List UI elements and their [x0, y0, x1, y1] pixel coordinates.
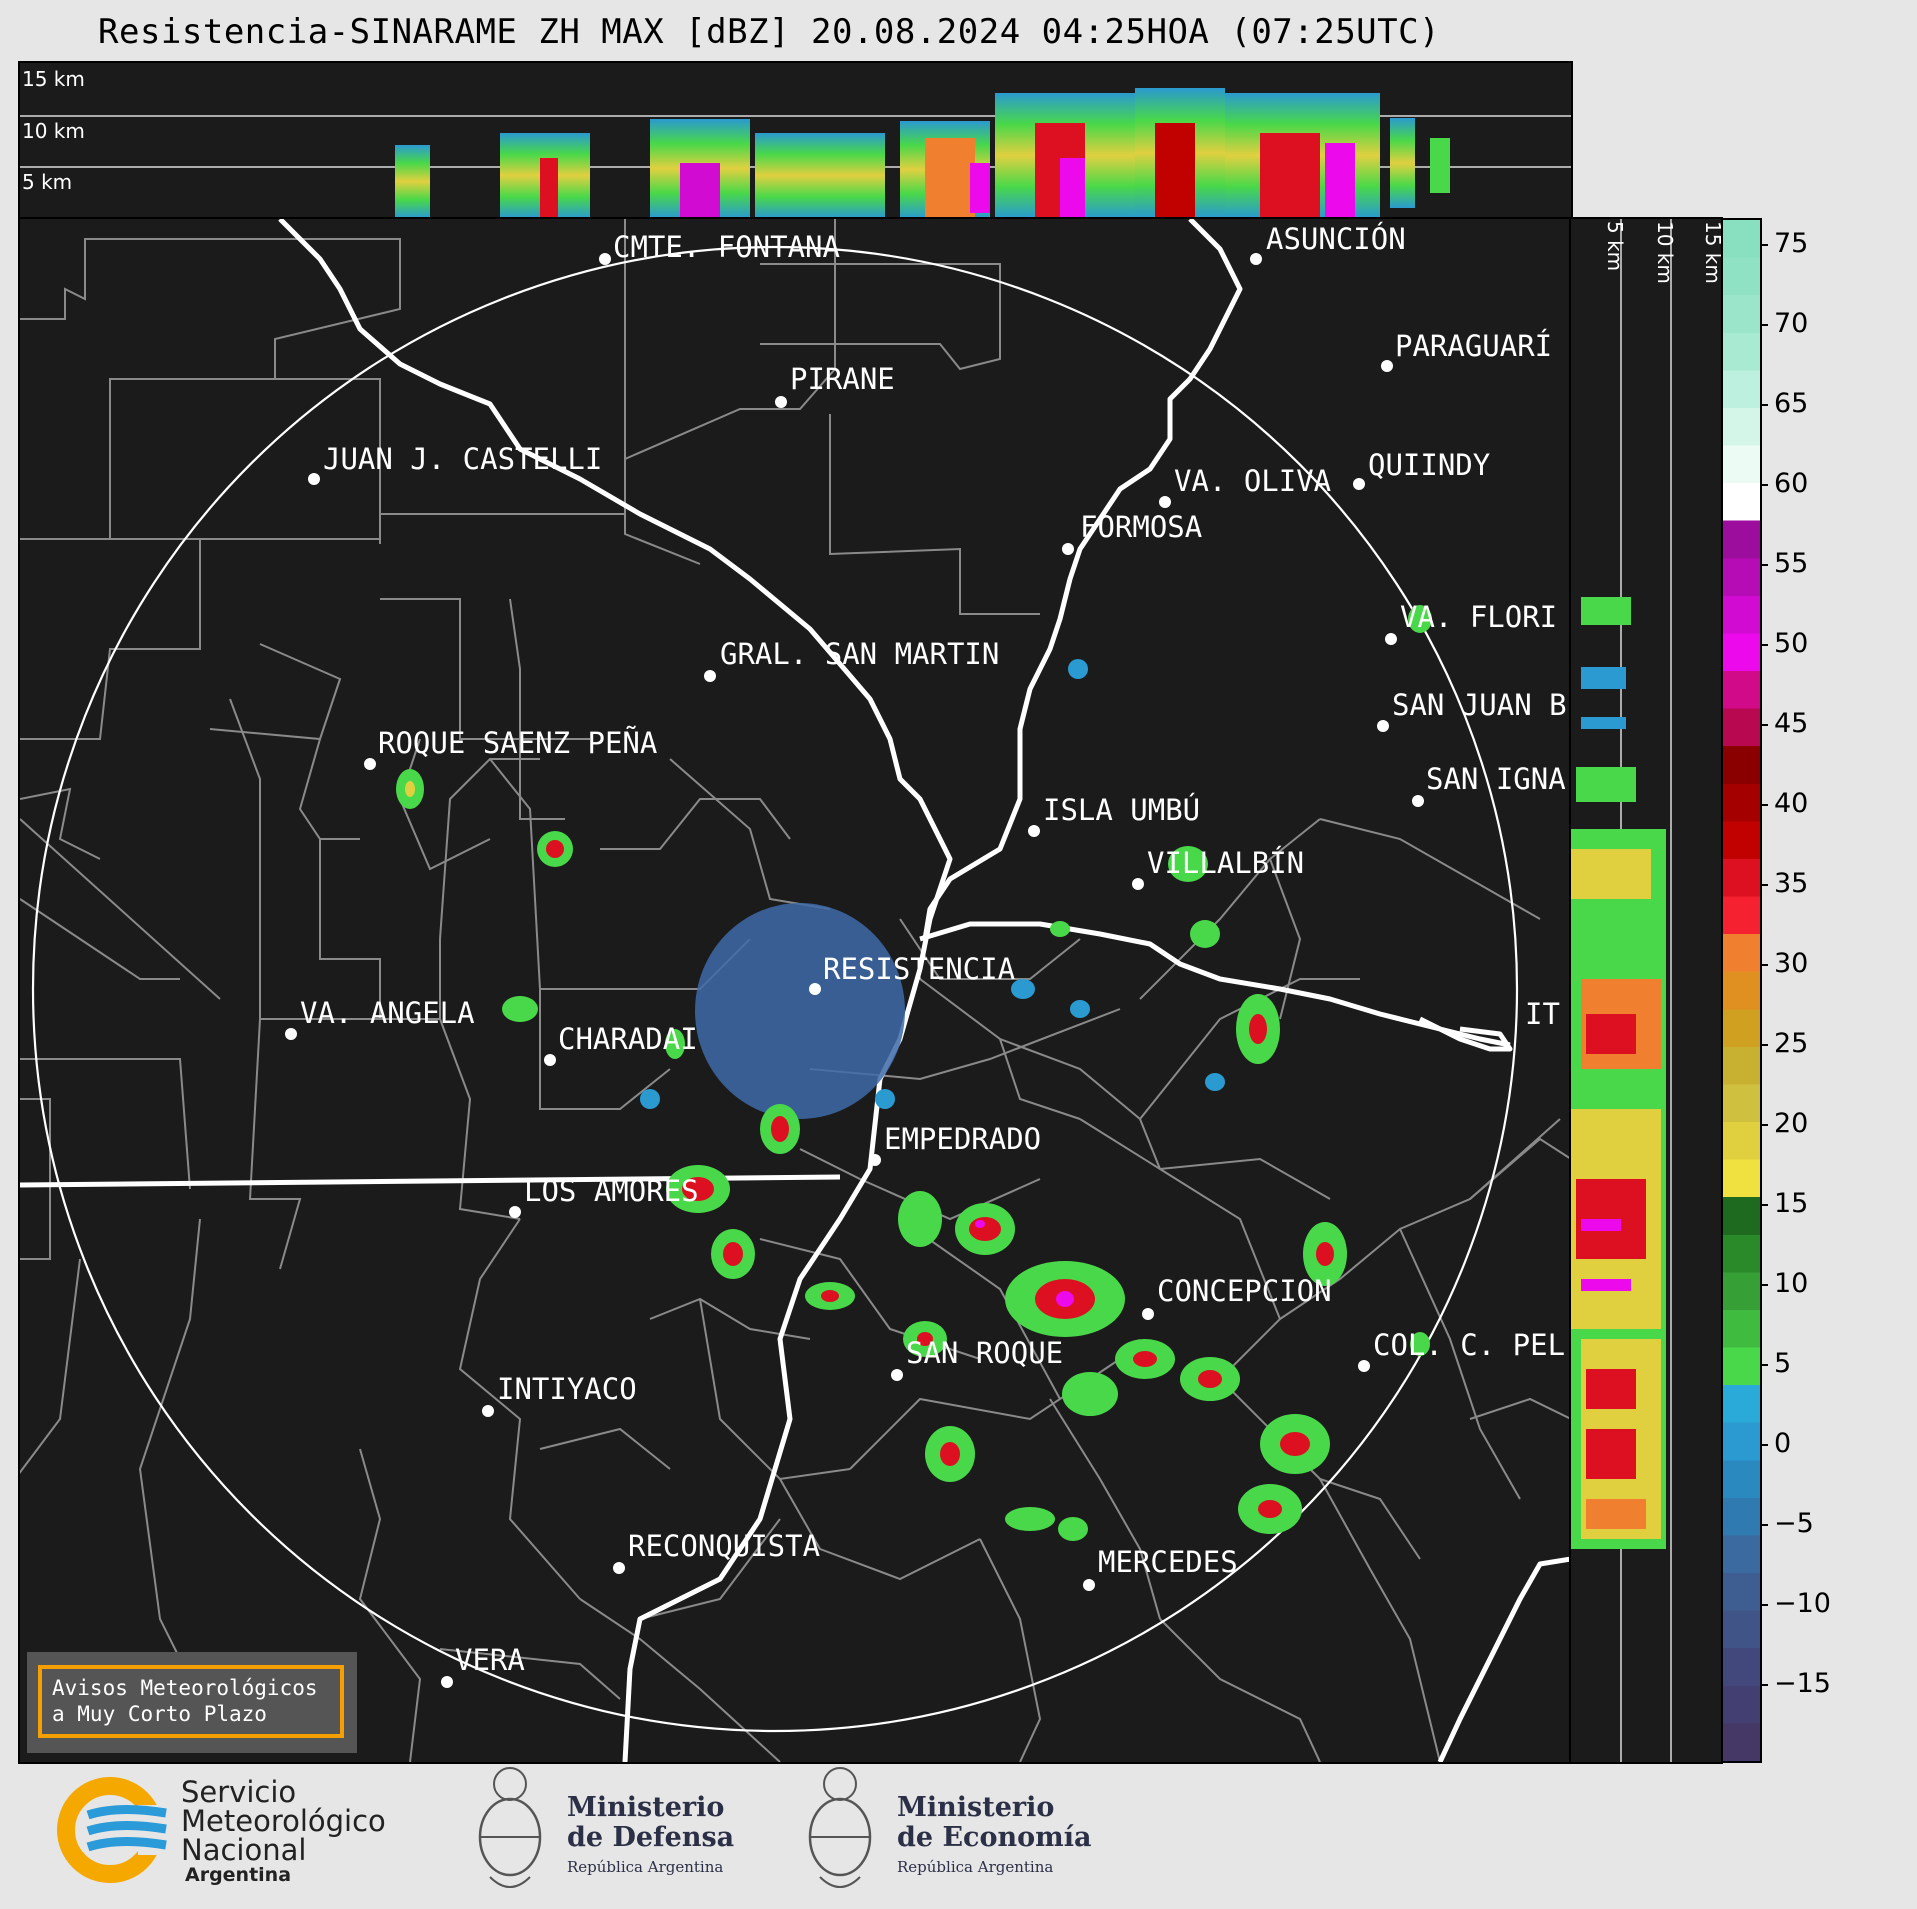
echo-tops — [395, 88, 1450, 218]
colorbar-tick-label: 0 — [1760, 1428, 1791, 1459]
city-label: EMPEDRADO — [884, 1122, 1041, 1156]
echo-cells — [396, 605, 1432, 1541]
colorbar-tick-label: 20 — [1760, 1108, 1808, 1139]
label-5km-side: 5 km — [1603, 221, 1627, 272]
side-cross-section: 5 km 10 km 15 km — [1569, 217, 1723, 1764]
colorbar-tick-label: 30 — [1760, 948, 1808, 979]
city-label: CMTE. FONTANA — [613, 230, 840, 264]
label-5km: 5 km — [22, 170, 73, 194]
label-10km: 10 km — [22, 119, 85, 143]
colorbar-tick-label: 60 — [1760, 468, 1808, 499]
ground-clutter — [695, 903, 905, 1119]
smn-line4: Argentina — [185, 1864, 292, 1886]
smn-line3: Nacional — [181, 1833, 307, 1867]
colorbar-tick-label: 35 — [1760, 868, 1808, 899]
city-label: QUIINDY — [1368, 448, 1490, 482]
city-label: VA. OLIVA — [1174, 464, 1331, 498]
label-15km-side: 15 km — [1701, 221, 1723, 284]
colorbar-tick-label: 55 — [1760, 548, 1808, 579]
economia-line3: República Argentina — [897, 1858, 1054, 1876]
colorbar-tick-label: 40 — [1760, 788, 1808, 819]
escudo-economia-icon — [808, 1767, 872, 1888]
city-label: RECONQUISTA — [628, 1529, 820, 1563]
map-title: Resistencia-SINARAME ZH MAX [dBZ] 20.08.… — [98, 12, 1441, 52]
city-label: CHARADAI — [558, 1022, 698, 1056]
escudo-defensa-icon — [478, 1767, 542, 1888]
colorbar-tick-label: 50 — [1760, 628, 1808, 659]
side-echoes — [1571, 597, 1666, 1549]
city-label: FORMOSA — [1080, 510, 1202, 544]
city-label: PIRANE — [790, 362, 895, 396]
defensa-line2: de Defensa — [567, 1822, 735, 1853]
radar-map-svg: CMTE. FONTANA ASUNCIÓN PIRANE PARAGUARÍ … — [20, 219, 1571, 1762]
warning-line2: a Muy Corto Plazo — [52, 1702, 267, 1726]
city-label: INTIYACO — [497, 1372, 637, 1406]
city-label: SAN IGNA — [1426, 762, 1566, 796]
economia-line1: Ministerio — [897, 1792, 1055, 1823]
city-label: SAN ROQUE — [906, 1336, 1063, 1370]
warning-line1: Avisos Meteorológicos — [52, 1676, 318, 1700]
colorbar-tick-label: −10 — [1760, 1588, 1831, 1619]
city-label: ROQUE SAENZ PEÑA — [378, 726, 657, 760]
city-label: VA. FLORI — [1400, 600, 1557, 634]
city-label: ISLA UMBÚ — [1043, 793, 1200, 827]
city-label: PARAGUARÍ — [1395, 329, 1552, 363]
smn-line1: Servicio — [181, 1775, 297, 1809]
top-cross-section: 15 km 10 km 5 km — [18, 61, 1573, 220]
city-label: MERCEDES — [1098, 1545, 1238, 1579]
colorbar-tick-label: 5 — [1760, 1348, 1791, 1379]
city-markers — [285, 253, 1424, 1688]
city-label: CONCEPCION — [1157, 1274, 1332, 1308]
colorbar-tick-label: 25 — [1760, 1028, 1808, 1059]
city-label: SAN JUAN B — [1392, 688, 1567, 722]
city-label: VERA — [455, 1643, 525, 1677]
city-label: JUAN J. CASTELLI — [323, 442, 602, 476]
colorbar-tick-label: 65 — [1760, 388, 1808, 419]
city-label: IT — [1525, 997, 1560, 1031]
city-label: VA. ANGELA — [300, 996, 475, 1030]
economia-line2: de Economía — [897, 1822, 1092, 1853]
city-label: GRAL. SAN MARTIN — [720, 637, 999, 671]
city-label: ASUNCIÓN — [1266, 222, 1406, 256]
label-15km: 15 km — [22, 67, 85, 91]
colorbar-tick-label: 45 — [1760, 708, 1808, 739]
colorbar-tick-label: 75 — [1760, 228, 1808, 259]
colorbar-tick-label: −15 — [1760, 1668, 1831, 1699]
city-label: VILLALBÍN — [1147, 846, 1304, 880]
smn-line2: Meteorológico — [181, 1804, 386, 1838]
warning-box[interactable]: Avisos Meteorológicos a Muy Corto Plazo — [38, 1665, 344, 1738]
city-label: COL. C. PEL — [1373, 1328, 1565, 1362]
label-10km-side: 10 km — [1653, 221, 1677, 284]
smn-logo-icon — [57, 1777, 173, 1883]
radar-map[interactable]: CMTE. FONTANA ASUNCIÓN PIRANE PARAGUARÍ … — [18, 217, 1573, 1764]
admin-boundaries — [20, 219, 1571, 1762]
colorbar-tick-label: −5 — [1760, 1508, 1814, 1539]
city-label: RESISTENCIA — [823, 952, 1015, 986]
side-cross-section-plot — [1571, 219, 1672, 1762]
colorbar-tick-label: 10 — [1760, 1268, 1808, 1299]
top-cross-section-plot — [20, 88, 1571, 218]
colorbar-tick-label: 15 — [1760, 1188, 1808, 1219]
colorbar-tick-label: 70 — [1760, 308, 1808, 339]
city-label: LOS AMORES — [524, 1174, 699, 1208]
colorbar — [1721, 218, 1762, 1763]
range-ring — [31, 245, 1519, 1733]
defensa-line1: Ministerio — [567, 1792, 725, 1823]
city-labels: CMTE. FONTANA ASUNCIÓN PIRANE PARAGUARÍ … — [300, 222, 1567, 1677]
defensa-line3: República Argentina — [567, 1858, 724, 1876]
